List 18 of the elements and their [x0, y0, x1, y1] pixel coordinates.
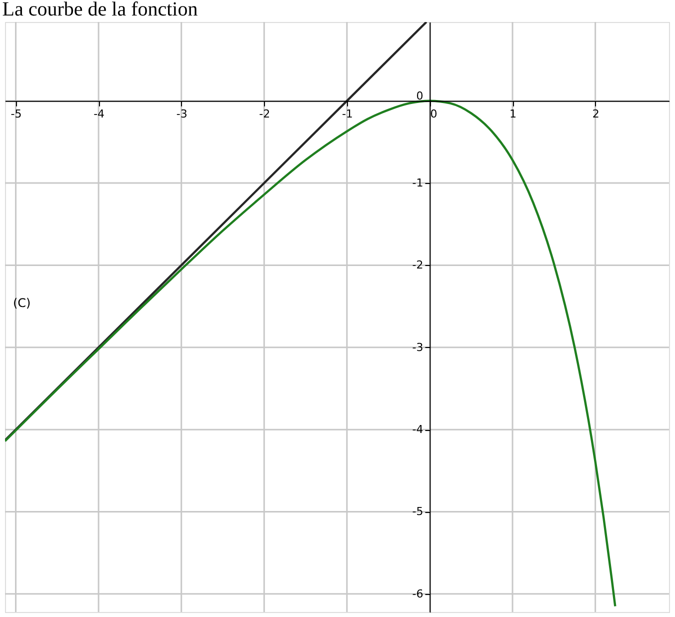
chart-title: La courbe de la fonction — [2, 0, 198, 20]
y-tick-label: -1 — [412, 176, 424, 190]
y-tick-label: -4 — [412, 423, 424, 436]
x-tick-label: 2 — [592, 107, 600, 120]
y-tick-label: -2 — [412, 258, 424, 272]
x-tick-label: 0 — [430, 107, 438, 120]
y-tick-label: -3 — [412, 340, 424, 354]
x-tick-label: -1 — [342, 107, 353, 120]
y-tick-label: 0 — [416, 89, 424, 102]
x-tick-label: -3 — [176, 107, 188, 120]
x-tick-label: -4 — [94, 107, 105, 120]
y-tick-label: -6 — [412, 587, 424, 600]
annotation: (C) — [13, 296, 31, 310]
y-tick-label: -5 — [412, 505, 424, 518]
line-series — [5, 100, 616, 608]
x-tick-label: -2 — [259, 107, 270, 120]
x-tick-label: -5 — [10, 107, 22, 120]
x-tick-label: 1 — [510, 107, 517, 120]
